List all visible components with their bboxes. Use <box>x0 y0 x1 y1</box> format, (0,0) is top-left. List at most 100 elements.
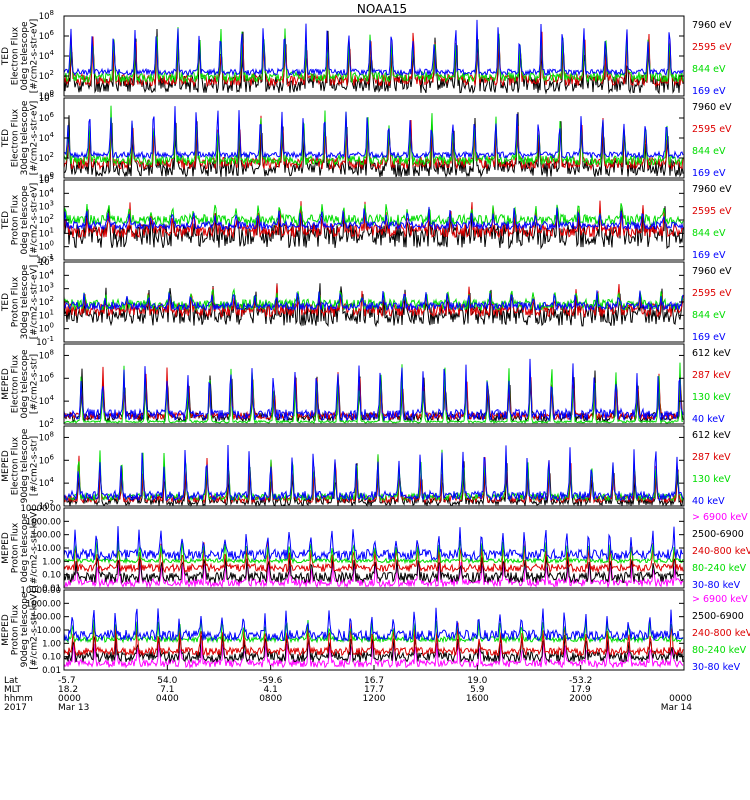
legend-entry: 2595 eV <box>692 42 732 53</box>
legend-entry: 7960 eV <box>692 184 732 195</box>
y-tick-label: 108 <box>39 348 54 361</box>
series-line-80-240-kev <box>63 538 684 565</box>
y-tick-label: 101 <box>39 226 54 239</box>
x-tick-label: 5.9 <box>470 685 485 695</box>
x-tick-label: 2000 <box>569 694 592 704</box>
x-row-label: hhmm <box>4 694 33 704</box>
legend-entry: 2595 eV <box>692 288 732 299</box>
x-tick-label: 19.0 <box>467 676 487 686</box>
x-tick-label: 17.9 <box>571 685 591 695</box>
panel-frame <box>63 425 685 507</box>
legend-entry: 2500-6900 <box>692 529 744 540</box>
legend-entry: 169 eV <box>692 332 726 343</box>
x-tick-label: -5.7 <box>58 676 76 686</box>
legend-entry: 7960 eV <box>692 20 732 31</box>
legend-entry: 2595 eV <box>692 206 732 217</box>
y-tick-label: 10.00 <box>37 626 61 636</box>
y-tick-label: 0.01 <box>42 584 61 594</box>
series-line-2595-ev <box>63 115 684 171</box>
y-tick-label: 102 <box>39 295 54 308</box>
legend-entry: 169 eV <box>692 250 726 261</box>
y-tick-label: 10000.00 <box>20 504 61 514</box>
legend-entry: 612 keV <box>692 430 731 441</box>
series-line-40-kev <box>63 358 684 422</box>
series-line-844-ev <box>63 105 684 167</box>
panel-8: > 6900 keV 2500-6900 240-800 keV 80-240 keV… <box>1 586 750 676</box>
y-tick-label: 102 <box>39 151 54 164</box>
series-line-169-ev <box>63 290 684 312</box>
x-row-label: 2017 <box>4 703 27 713</box>
legend-entry: 7960 eV <box>692 102 732 113</box>
legend-entry: 80-240 keV <box>692 563 747 574</box>
series-line-30-80-kev <box>63 607 684 643</box>
x-tick-label: 1600 <box>466 694 489 704</box>
y-tick-label: 104 <box>39 49 55 62</box>
legend-entry: 287 keV <box>692 370 731 381</box>
y-axis-label: TEDProton Flux0deg telescope[#/cm2-s-str… <box>1 183 40 258</box>
x-tick-label: Mar 14 <box>661 703 693 713</box>
y-tick-label: 0.10 <box>42 653 61 663</box>
y-tick-label: 104 <box>39 394 55 407</box>
legend-entry: 130 keV <box>692 392 731 403</box>
legend-entry: 169 eV <box>692 168 726 179</box>
y-tick-label: 1.00 <box>42 639 61 649</box>
y-tick-label: 1000.00 <box>26 517 61 527</box>
series-line-30-80-kev <box>63 526 684 562</box>
y-axis-label: TEDElectron Flux30deg telescope[#/cm2-s-… <box>1 100 40 175</box>
y-tick-label: 102 <box>39 417 54 430</box>
y-tick-label: 103 <box>39 282 54 295</box>
y-axis-label: MEPEDProton Flux90deg telescope[#/cm2-s-… <box>1 590 40 669</box>
y-axis-label: MEPEDElectron Flux0deg telescope[#/cm2-s… <box>1 349 40 419</box>
series-line-240-800-kev <box>63 541 684 574</box>
legend-entry: 844 eV <box>692 146 726 157</box>
y-tick-label: 104 <box>39 476 55 489</box>
series-line-169-ev <box>63 19 684 77</box>
y-tick-label: 106 <box>39 371 55 384</box>
x-tick-label: 17.7 <box>364 685 384 695</box>
y-tick-label: 0.10 <box>42 571 61 581</box>
y-tick-label: 10000.00 <box>20 586 61 596</box>
x-tick-label: 54.0 <box>157 676 177 686</box>
panel-7: > 6900 keV 2500-6900 240-800 keV 80-240 keV… <box>1 504 750 594</box>
legend-entry: 612 keV <box>692 348 731 359</box>
legend-entry: 844 eV <box>692 310 726 321</box>
x-tick-label: 4.1 <box>264 685 278 695</box>
y-tick-label: 106 <box>39 29 55 42</box>
x-tick-label: 1200 <box>363 694 386 704</box>
y-axis-label: MEPEDProton Flux0deg telescope[#/cm2-s-s… <box>1 508 40 587</box>
x-tick-label: -53.2 <box>569 676 592 686</box>
legend-entry: > 6900 keV <box>692 594 748 605</box>
x-tick-label: 16.7 <box>364 676 384 686</box>
y-tick-label: 100.00 <box>31 613 61 623</box>
y-tick-label: 103 <box>39 200 54 213</box>
y-tick-label: 106 <box>39 453 55 466</box>
legend-entry: 240-800 keV <box>692 628 750 639</box>
legend-entry: 40 keV <box>692 414 725 425</box>
x-tick-label: 0000 <box>669 694 692 704</box>
x-tick-label: -59.6 <box>259 676 283 686</box>
y-tick-label: 10.00 <box>37 544 61 554</box>
series-line-169-ev <box>63 206 684 231</box>
panels-group: 7960 eV 2595 eV 844 eV 169 eV 100 102 104 106 10… <box>1 9 750 676</box>
legend-entry: 130 keV <box>692 474 731 485</box>
series-line-169-ev <box>63 106 684 160</box>
y-tick-label: 100 <box>39 240 54 253</box>
y-tick-label: 102 <box>39 213 54 226</box>
x-tick-label: 0400 <box>156 694 179 704</box>
x-tick-label: 7.1 <box>160 685 174 695</box>
y-axis-label: TEDProton Flux30deg telescope[#/cm2-s-st… <box>1 264 40 339</box>
x-tick-label: 18.2 <box>58 685 78 695</box>
y-tick-label: 108 <box>39 9 54 22</box>
legend-entry: 40 keV <box>692 496 725 507</box>
legend-entry: 2595 eV <box>692 124 732 135</box>
x-row-label: Lat <box>4 676 19 686</box>
legend-entry: > 6900 keV <box>692 512 748 523</box>
series-line-240-800-kev <box>63 621 684 658</box>
